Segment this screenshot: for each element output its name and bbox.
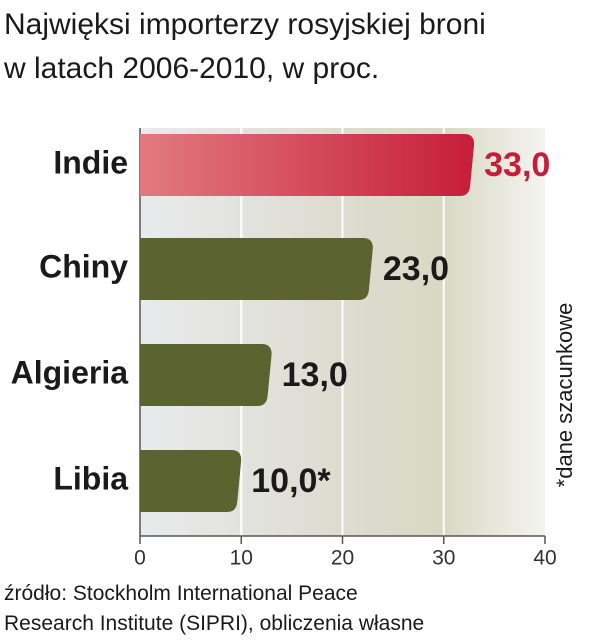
bar	[140, 450, 242, 512]
x-tick-label: 40	[533, 547, 556, 570]
chart-title: Najwięksi importerzy rosyjskiej broni	[4, 8, 486, 41]
value-label: 23,0	[383, 250, 449, 288]
value-label: 33,0	[484, 146, 550, 184]
chart-title: w latach 2006-2010, w proc.	[3, 52, 379, 85]
value-label: 13,0	[282, 356, 348, 394]
y-tick-label: Chiny	[39, 248, 128, 284]
source: źródło: Stockholm International Peace	[4, 582, 358, 605]
annotation: *dane szacunkowe	[552, 303, 577, 488]
x-tick-label: 10	[230, 547, 253, 570]
y-tick-label: Algieria	[11, 354, 129, 390]
x-tick-label: 0	[134, 547, 146, 570]
source: Research Institute (SIPRI), obliczenia w…	[4, 612, 424, 635]
y-tick-label: Indie	[53, 144, 128, 180]
bar	[140, 238, 373, 300]
value-label: 10,0*	[251, 462, 331, 500]
x-tick-label: 30	[432, 547, 455, 570]
y-tick-label: Libia	[53, 460, 128, 496]
bar	[140, 344, 272, 406]
x-tick-label: 20	[331, 547, 354, 570]
bar	[140, 134, 475, 196]
